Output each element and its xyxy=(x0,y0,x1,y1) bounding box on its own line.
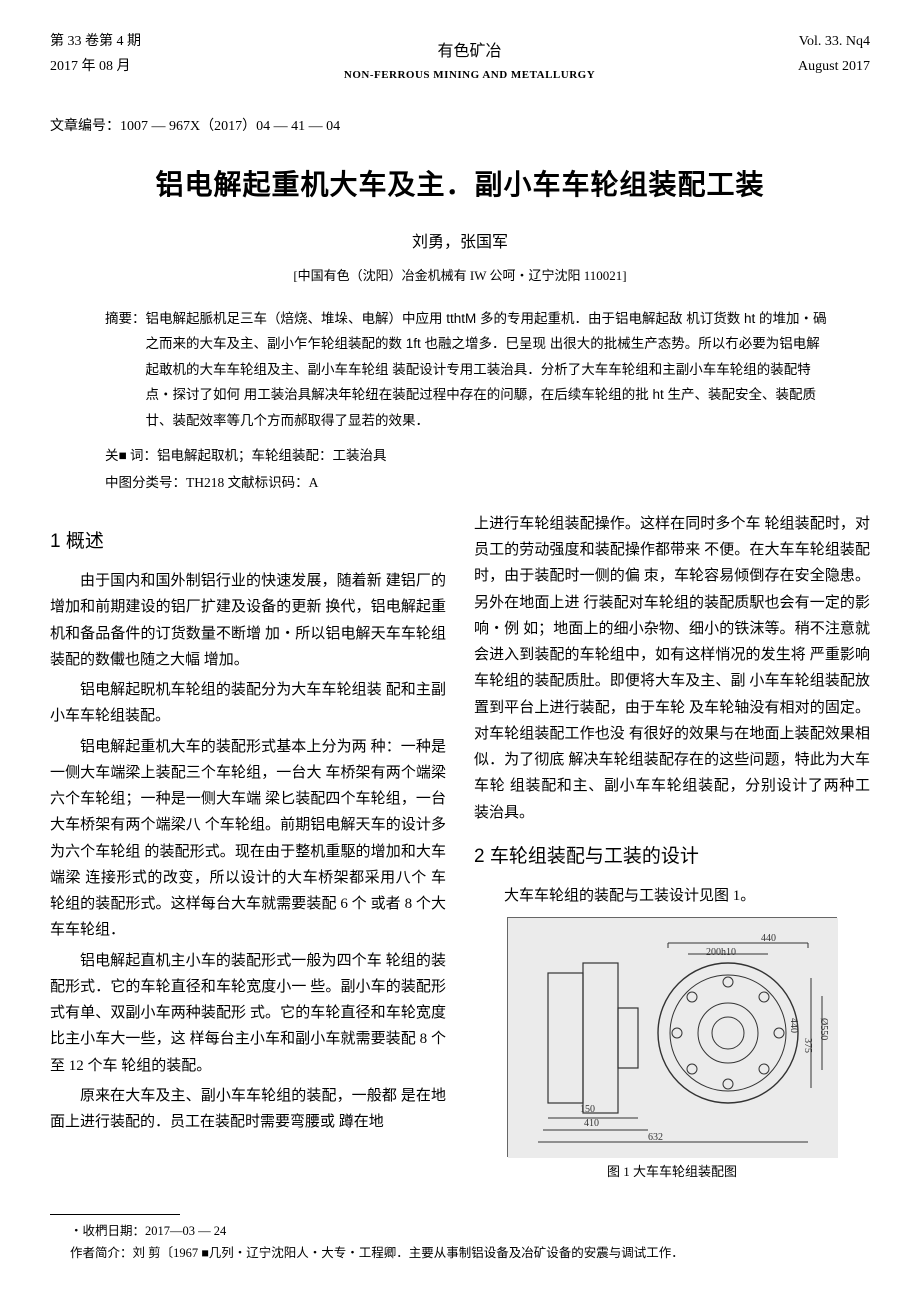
dim-632: 632 xyxy=(648,1129,663,1147)
article-id: 文章编号：1007 — 967X（2017）04 — 41 — 04 xyxy=(50,115,870,140)
keywords: 关■ 词：铝电解起取机；车轮组装配：工装治具 xyxy=(105,444,870,468)
page-header: 第 33 卷第 4 期 2017 年 08 月 有色矿冶 NON-FERROUS… xyxy=(50,30,870,85)
footnote-separator xyxy=(50,1214,180,1215)
left-column: 1 概述 由于国内和国外制铝行业的快速发展，随着新 建铝厂的增加和前期建设的铝厂… xyxy=(50,511,446,1184)
classification: 中图分类号：TH218 文献标识码：A xyxy=(105,471,870,495)
para-3: 铝电解起重机大车的装配形式基本上分为两 种：一种是一侧大车端梁上装配三个车轮组，… xyxy=(50,734,446,944)
article-title: 铝电解起重机大车及主．副小车车轮组装配工装 xyxy=(50,160,870,209)
para-7: 大车车轮组的装配与工装设计见图 1。 xyxy=(474,883,870,909)
right-column: 上进行车轮组装配操作。这样在同时多个车 轮组装配时，对员工的劳动强度和装配操作都… xyxy=(474,511,870,1184)
figure-1-drawing: 440 200h10 Ø550 440 375 150 410 632 xyxy=(507,917,837,1157)
section-2-heading: 2 车轮组装配与工装的设计 xyxy=(474,840,870,873)
header-center: 有色矿冶 NON-FERROUS MINING AND METALLURGY xyxy=(141,30,798,85)
date-cn: 2017 年 08 月 xyxy=(50,55,141,80)
dim-410: 410 xyxy=(584,1115,599,1133)
para-4: 铝电解起直机主小车的装配形式一般为四个车 轮组的装配形式．它的车轮直径和车轮宽度… xyxy=(50,948,446,1079)
section-1-heading: 1 概述 xyxy=(50,525,446,558)
vol-en: Vol. 33. Nq4 xyxy=(798,30,870,55)
body-columns: 1 概述 由于国内和国外制铝行业的快速发展，随着新 建铝厂的增加和前期建设的铝厂… xyxy=(50,511,870,1184)
vol-issue-cn: 第 33 卷第 4 期 xyxy=(50,30,141,55)
date-en: August 2017 xyxy=(798,55,870,80)
dim-200: 200h10 xyxy=(706,944,736,962)
authors: 刘勇，张国军 xyxy=(50,229,870,257)
dim-440: 440 xyxy=(761,930,776,948)
figure-1-caption: 图 1 大车车轮组装配图 xyxy=(474,1161,870,1184)
header-right: Vol. 33. Nq4 August 2017 xyxy=(798,30,870,79)
dim-550: Ø550 xyxy=(815,1018,833,1040)
abstract-text: 摘要：铝电解起脈机足三车（焙烧、堆垛、电解）中应用 tthtM 多的专用起重机．… xyxy=(105,306,830,434)
footnote-author: 作者简介：刘 剪〔1967 ■几列・辽宁沈阳人・大专・工程卿．主要从事制铝设备及… xyxy=(70,1243,870,1265)
para-6: 上进行车轮组装配操作。这样在同时多个车 轮组装配时，对员工的劳动强度和装配操作都… xyxy=(474,511,870,826)
figure-1: 440 200h10 Ø550 440 375 150 410 632 图 1 … xyxy=(474,917,870,1184)
para-2: 铝电解起眖机车轮组的装配分为大车车轮组装 配和主副小车车轮组装配。 xyxy=(50,677,446,730)
abstract: 摘要：铝电解起脈机足三车（焙烧、堆垛、电解）中应用 tthtM 多的专用起重机．… xyxy=(105,306,830,434)
para-1: 由于国内和国外制铝行业的快速发展，随着新 建铝厂的增加和前期建设的铝厂扩建及设备… xyxy=(50,568,446,673)
footnote-received: ・收椚日期：2017—03 — 24 xyxy=(70,1221,870,1243)
para-5: 原来在大车及主、副小车车轮组的装配，一般都 是在地面上进行装配的．员工在装配时需… xyxy=(50,1083,446,1136)
affiliation: [中国有色（沈阳）冶金机械有 IW 公呵・辽宁沈阳 110021] xyxy=(50,265,870,288)
dim-440v: 440 xyxy=(785,1018,803,1033)
journal-name-en: NON-FERROUS MINING AND METALLURGY xyxy=(141,66,798,85)
wheel-assembly-svg xyxy=(508,918,838,1158)
journal-name-cn: 有色矿冶 xyxy=(141,38,798,66)
header-left: 第 33 卷第 4 期 2017 年 08 月 xyxy=(50,30,141,79)
dim-375: 375 xyxy=(799,1038,817,1053)
